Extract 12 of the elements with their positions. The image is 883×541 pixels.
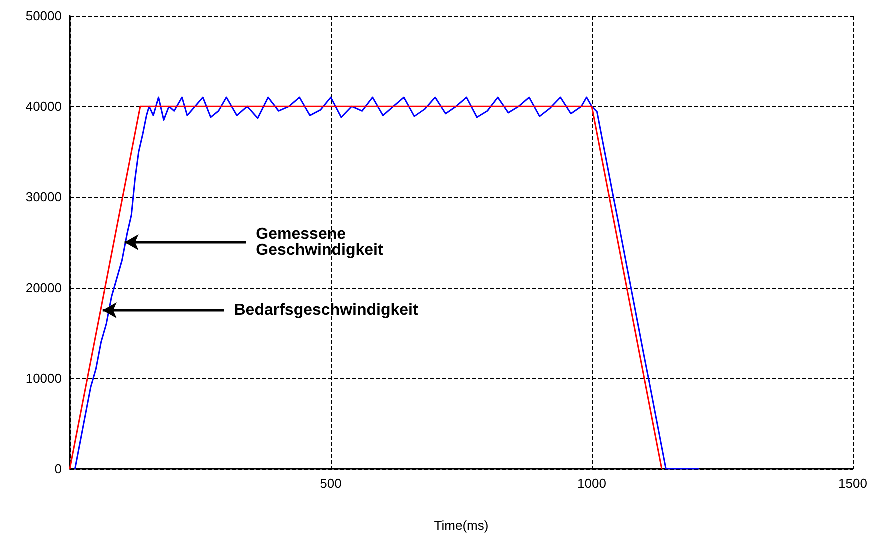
x-tick-label: 1000 — [578, 476, 606, 491]
x-tick-label: 500 — [320, 476, 342, 491]
y-tick-label: 40000 — [26, 99, 62, 114]
x-tick-label: 1500 — [838, 476, 868, 491]
y-tick-label: 30000 — [26, 190, 62, 205]
y-tick-label: 50000 — [26, 8, 62, 24]
annotation: Bedarfsgeschwindigkeit — [234, 302, 419, 319]
x-axis-title: Time(ms) — [434, 518, 489, 533]
y-tick-label: 0 — [54, 462, 62, 476]
y-tick-label: 20000 — [26, 280, 62, 296]
annotation: Gemessene Geschwindigkeit — [256, 226, 384, 259]
y-tick-label: 10000 — [26, 370, 62, 386]
